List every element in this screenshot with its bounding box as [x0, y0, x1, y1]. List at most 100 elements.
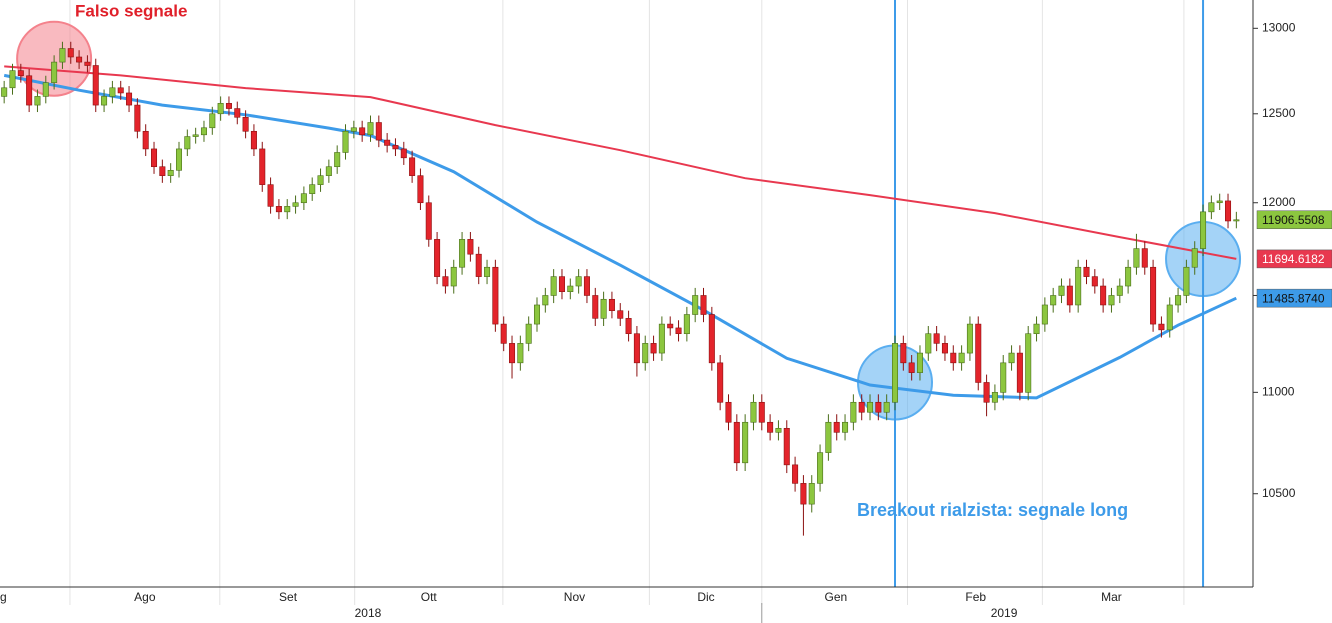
candle-body: [525, 323, 532, 344]
candle-body: [875, 401, 882, 413]
candle-body: [958, 352, 965, 364]
candle-body: [991, 392, 998, 403]
candle-body: [217, 103, 224, 115]
candle-body: [159, 166, 166, 176]
candle-body: [792, 464, 799, 484]
annotation: Breakout rialzista: segnale long: [857, 500, 1128, 520]
candle-body: [92, 65, 99, 106]
candle-body: [209, 113, 216, 129]
candle-body: [608, 298, 615, 311]
candle-body: [900, 343, 907, 364]
candle-body: [883, 401, 890, 413]
candle-body: [625, 318, 632, 335]
candle-body: [1125, 266, 1132, 287]
candle-body: [442, 276, 449, 287]
candle-body: [1141, 248, 1148, 268]
x-tick-label: Ago: [134, 590, 156, 604]
candle-body: [84, 61, 91, 66]
candle-body: [109, 87, 116, 97]
candle-body: [134, 104, 141, 132]
candle-body: [450, 266, 457, 287]
candle-body: [1116, 285, 1123, 296]
candle-body: [600, 298, 607, 319]
candle-body: [817, 452, 824, 484]
candle-body: [783, 427, 790, 466]
candle-body: [642, 343, 649, 364]
candle-body: [234, 108, 241, 118]
candle-body: [484, 266, 491, 277]
y-tick-label: 11000: [1262, 385, 1295, 399]
candle-body: [800, 483, 807, 505]
candle-body: [34, 96, 41, 106]
candle-body: [284, 206, 291, 213]
candle-body: [1016, 352, 1023, 393]
candle-body: [17, 70, 24, 77]
x-edge-label: g: [0, 590, 7, 604]
candle-body: [966, 323, 973, 354]
candle-body: [167, 169, 174, 176]
candle-body: [1100, 285, 1107, 306]
candle-body: [1058, 285, 1065, 296]
candle-body: [425, 202, 432, 240]
candle-body: [717, 362, 724, 403]
x-tick-label: Feb: [965, 590, 986, 604]
candle-body: [101, 96, 108, 106]
candle-body: [975, 323, 982, 383]
candle-body: [492, 266, 499, 325]
candle-body: [775, 427, 782, 433]
candle-body: [1208, 202, 1215, 213]
candle-body: [575, 276, 582, 287]
y-tick-label: 12000: [1262, 195, 1296, 209]
candle-body: [750, 401, 757, 423]
candle-body: [1133, 248, 1140, 268]
y-tick-label: 10500: [1262, 486, 1296, 500]
candle-body: [9, 70, 16, 89]
x-tick-label: Gen: [825, 590, 848, 604]
candle-body: [267, 184, 274, 207]
candle-body: [767, 421, 774, 433]
candle-body: [950, 352, 957, 364]
candle-body: [825, 421, 832, 453]
candle-body: [1183, 266, 1190, 296]
candle-body: [925, 333, 932, 354]
candle-body: [317, 175, 324, 185]
candle-body: [367, 122, 374, 136]
candle-body: [350, 127, 357, 132]
candle-body: [67, 48, 74, 58]
price-tag: [1256, 210, 1332, 230]
candle-body: [983, 382, 990, 403]
candle-body: [833, 421, 840, 433]
candle-body: [175, 148, 183, 171]
candle-body: [459, 239, 466, 268]
candle-body: [850, 401, 857, 423]
x-tick-label: Mar: [1101, 590, 1122, 604]
moving-average: [4, 65, 1237, 260]
candle-body: [1041, 304, 1048, 325]
candle-body: [1091, 276, 1098, 287]
candle-body: [51, 61, 58, 83]
candle-body: [650, 343, 657, 354]
candle-body: [1066, 285, 1073, 306]
candle-body: [533, 304, 541, 325]
candle-body: [250, 130, 257, 150]
candle-body: [941, 343, 948, 354]
candle-body: [583, 276, 590, 296]
candle-body: [467, 239, 474, 255]
candle-body: [400, 148, 407, 159]
candle-body: [592, 295, 599, 319]
candle-body: [1200, 211, 1207, 249]
candle-body: [1008, 352, 1015, 364]
price-tag: [1256, 249, 1332, 269]
candle-body: [142, 130, 149, 150]
candle-body: [117, 87, 124, 94]
candle-body: [384, 139, 391, 146]
candle-body: [550, 276, 557, 296]
candle-body: [1025, 333, 1032, 393]
year-label: 2018: [355, 606, 382, 620]
candle-body: [842, 421, 849, 433]
candle-body: [359, 127, 366, 136]
price-tag-label: 11485.8740: [1262, 291, 1325, 305]
price-tag-label: 11694.6182: [1262, 252, 1325, 266]
candle-body: [1033, 323, 1040, 335]
